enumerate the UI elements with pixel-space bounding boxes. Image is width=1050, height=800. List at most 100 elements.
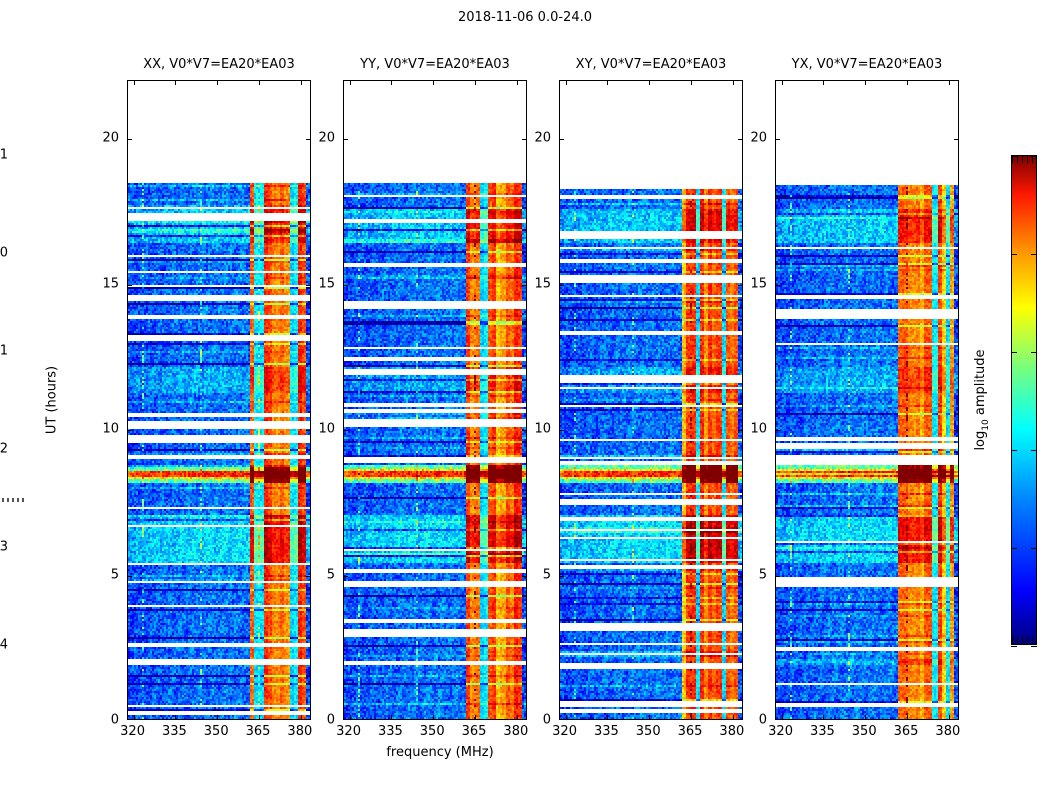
x-tick-label: 320 (552, 724, 577, 739)
x-tick-label: 320 (336, 724, 361, 739)
x-tick-mark (391, 715, 393, 719)
x-tick-mark-top (691, 81, 693, 85)
x-tick-mark-top (781, 81, 783, 85)
x-tick-mark-top (907, 81, 909, 85)
x-tick-mark (259, 715, 261, 719)
x-tick-mark (433, 715, 435, 719)
x-tick-mark-top (565, 81, 567, 85)
x-tick-label: 320 (768, 724, 793, 739)
spectrogram-xy (560, 81, 742, 719)
y-tick-mark (344, 430, 348, 432)
x-tick-mark-top (175, 81, 177, 85)
y-tick-mark-right (954, 284, 958, 286)
panel-title-yy: YY, V0*V7=EA20*EA03 (360, 57, 510, 72)
x-tick-mark-top (865, 81, 867, 85)
panel-yy[interactable]: YY, V0*V7=EA20*EA03 320 335 350 365 380 0 5 10 1… (318, 57, 528, 739)
spectrogram-xx (128, 81, 310, 719)
x-tick-label: 335 (809, 724, 835, 739)
y-tick-label: 5 (758, 567, 767, 583)
panel-title-xx: XX, V0*V7=EA20*EA03 (143, 57, 295, 72)
y-tick-label: 20 (534, 130, 551, 146)
x-tick-mark (948, 715, 950, 719)
x-tick-mark-top (732, 81, 734, 85)
y-tick-mark (560, 430, 564, 432)
x-tick-label: 365 (461, 724, 487, 739)
colorbar-tick-mark (1031, 352, 1037, 353)
colorbar-label: log10 amplitude (973, 349, 991, 450)
y-tick-mark (776, 139, 780, 141)
x-tick-label: 380 (719, 724, 745, 739)
x-tick-label: 350 (635, 724, 661, 739)
x-tick-label: 335 (161, 724, 187, 739)
y-tick-mark (560, 284, 564, 286)
colorbar-tick-label: -4 (0, 637, 8, 653)
colorbar-tick-mark-left (1011, 646, 1017, 647)
x-tick-label: 380 (935, 724, 961, 739)
y-tick-mark (560, 139, 564, 141)
colorbar-tick-mark (1031, 254, 1037, 255)
x-tick-mark-top (259, 81, 261, 85)
y-tick-mark-right (738, 430, 742, 432)
spectrogram-image (344, 81, 526, 719)
colorbar-tick-label: -2 (0, 441, 8, 457)
panel-xy[interactable]: XY, V0*V7=EA20*EA03 320 335 350 365 380 0 5 10 1… (534, 57, 744, 739)
panel-plot-area-xx[interactable] (127, 80, 311, 720)
x-tick-mark (649, 715, 651, 719)
x-axis-label: frequency (MHz) (386, 745, 494, 760)
colorbar-tick-label: 1 (0, 147, 8, 163)
x-tick-label: 350 (851, 724, 877, 739)
panel-title-xy: XY, V0*V7=EA20*EA03 (575, 57, 727, 72)
y-tick-mark-right (738, 139, 742, 141)
y-tick-label: 15 (750, 276, 767, 292)
y-tick-mark (776, 284, 780, 286)
colorbar-tick-mark-left (1011, 156, 1017, 157)
y-tick-label: 0 (758, 712, 767, 728)
colorbar[interactable] (1011, 155, 1037, 647)
colorbar-tick-mark-left (1011, 548, 1017, 549)
y-tick-mark-right (522, 575, 526, 577)
spectrogram-image (128, 81, 310, 719)
x-tick-mark (133, 715, 135, 719)
x-tick-mark (907, 715, 909, 719)
panel-plot-area-yx[interactable] (775, 80, 959, 720)
y-tick-mark-right (738, 284, 742, 286)
x-tick-label: 380 (503, 724, 529, 739)
x-tick-label: 350 (203, 724, 229, 739)
y-tick-label: 15 (102, 276, 119, 292)
x-tick-mark (732, 715, 734, 719)
x-tick-label: 380 (287, 724, 313, 739)
x-tick-mark-top (217, 81, 219, 85)
y-tick-label: 20 (102, 130, 119, 146)
colorbar-tick-mark (1031, 156, 1037, 157)
x-tick-label: 365 (245, 724, 271, 739)
colorbar-tick-mark (1031, 548, 1037, 549)
y-tick-mark-right (306, 284, 310, 286)
x-tick-mark-top (391, 81, 393, 85)
colorbar-tick-mark-left (1011, 450, 1017, 451)
y-tick-mark-right (306, 575, 310, 577)
x-tick-mark (217, 715, 219, 719)
y-tick-mark-right (306, 430, 310, 432)
panel-plot-area-xy[interactable] (559, 80, 743, 720)
y-tick-mark (128, 284, 132, 286)
colorbar-over-ticks (1012, 156, 1036, 163)
colorbar-tick-label: -3 (0, 539, 8, 555)
x-tick-label: 365 (677, 724, 703, 739)
y-tick-label: 0 (542, 712, 551, 728)
x-tick-label: 350 (419, 724, 445, 739)
x-tick-mark (300, 715, 302, 719)
x-tick-mark (175, 715, 177, 719)
x-tick-mark-top (475, 81, 477, 85)
panel-title-yx: YX, V0*V7=EA20*EA03 (791, 57, 943, 72)
panel-plot-area-yy[interactable] (343, 80, 527, 720)
y-tick-mark (344, 575, 348, 577)
panel-yx[interactable]: YX, V0*V7=EA20*EA03 320 335 350 365 380 0 5 10 1… (750, 57, 960, 739)
y-tick-mark (344, 139, 348, 141)
x-tick-mark (607, 715, 609, 719)
y-tick-mark (128, 575, 132, 577)
x-tick-mark (516, 715, 518, 719)
x-tick-mark-top (823, 81, 825, 85)
y-tick-label: 5 (110, 567, 119, 583)
panel-xx[interactable]: XX, V0*V7=EA20*EA03 320 335 350 365 380 0 5 10 1… (102, 57, 312, 739)
